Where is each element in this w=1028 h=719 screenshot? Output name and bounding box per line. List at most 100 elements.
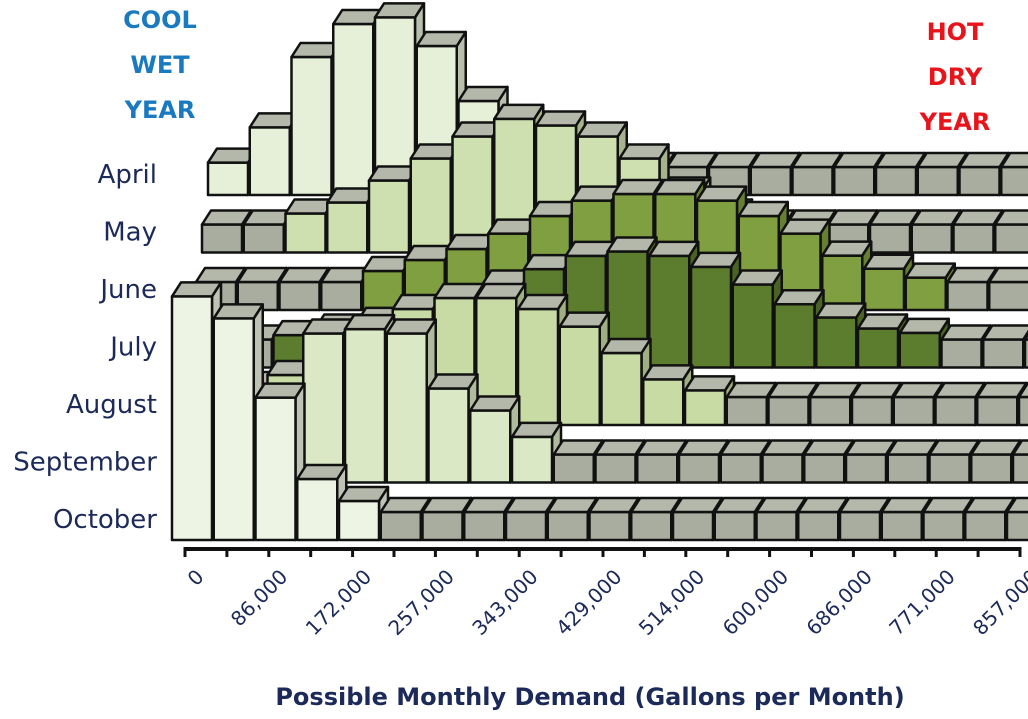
row-label: June [98, 275, 157, 305]
bar-front [463, 510, 506, 542]
bar-top [516, 293, 569, 311]
bar-front [916, 165, 959, 197]
bar [296, 463, 348, 542]
bar-front [928, 453, 971, 484]
bar-top [594, 439, 646, 456]
x-tick-label: 343,000 [467, 565, 542, 640]
bar-top [856, 313, 909, 330]
bar-front [546, 510, 589, 542]
bar-top [606, 236, 658, 253]
bar-top [427, 373, 479, 390]
bar-front [1023, 338, 1028, 369]
bar-front [326, 201, 369, 254]
bar-top [892, 381, 944, 399]
bar-front [773, 303, 816, 369]
bar-front [594, 453, 637, 484]
bar-top [671, 496, 724, 514]
bar-top [731, 269, 783, 286]
x-axis-title: Possible Monthly Demand (Gallons per Mon… [275, 683, 904, 711]
bar-front [212, 317, 255, 542]
bar-front [242, 223, 285, 254]
bar-top [904, 262, 956, 279]
bar-top [588, 496, 640, 514]
bar-front [886, 453, 929, 484]
bar-front [296, 477, 339, 542]
bar-front [552, 453, 595, 484]
bar-top [868, 209, 921, 226]
bar-top [976, 381, 1028, 399]
bar-top [618, 143, 670, 160]
bar-front [892, 395, 935, 427]
bar-top [910, 209, 962, 226]
bar-front [671, 510, 715, 542]
bar-front [850, 395, 894, 427]
bar-top [707, 151, 760, 169]
bar-front [677, 453, 721, 484]
bar-front [516, 307, 560, 427]
bar-front [719, 453, 762, 484]
bar-top [648, 240, 700, 258]
bar-front [934, 395, 977, 427]
x-tick-label: 686,000 [801, 565, 876, 640]
bar [791, 151, 843, 197]
bar-front [862, 267, 906, 312]
bar-front [248, 126, 291, 197]
bar [630, 496, 682, 542]
bar-top [1011, 439, 1028, 456]
bar-top [666, 151, 718, 169]
bar-top [838, 496, 891, 514]
row-label: August [66, 390, 157, 420]
bar-front [1005, 510, 1028, 542]
bar-front [749, 165, 792, 197]
bar-top [862, 253, 915, 271]
bar-front [385, 332, 428, 484]
bar-front [343, 327, 387, 484]
bar-top [415, 30, 467, 48]
bar-front [815, 316, 858, 369]
bar-top [928, 439, 980, 456]
bar-top [552, 439, 604, 456]
x-tick-label: 257,000 [383, 565, 458, 640]
bar-top [809, 381, 861, 399]
bar [642, 364, 694, 427]
bar-top [677, 439, 730, 456]
bar-top [934, 381, 986, 399]
bar-front [332, 22, 375, 197]
bar-top [278, 266, 330, 284]
bar-top [827, 209, 879, 226]
bar-top [725, 381, 777, 399]
bar-top [988, 266, 1028, 284]
bar-top [194, 266, 247, 284]
bar-top [463, 496, 515, 514]
bar-front [409, 157, 452, 254]
x-tick-label: 0 [183, 565, 209, 591]
bar-top [421, 496, 473, 514]
bar-front [833, 165, 876, 197]
bar-front [856, 327, 900, 369]
row-label: July [108, 333, 157, 363]
bar-top [779, 218, 831, 235]
bar-front [922, 510, 965, 542]
bar-top [689, 251, 742, 269]
bar-top [504, 496, 557, 514]
bar-front [838, 510, 882, 542]
bar-top [970, 439, 1022, 456]
bar-front [588, 510, 631, 542]
bar-top [683, 375, 736, 392]
bar-top [433, 282, 485, 300]
bar-top [654, 178, 706, 196]
bar-top [940, 324, 992, 341]
bar-front [1000, 165, 1028, 197]
bar-top [755, 496, 807, 514]
bar-front [809, 395, 852, 427]
bar-top [773, 289, 825, 306]
x-tick-label: 857,000 [968, 565, 1028, 640]
bar-front [803, 453, 846, 484]
bar-top [475, 282, 527, 300]
bar-front [206, 161, 250, 197]
bar-top [642, 364, 694, 381]
bar-front [946, 280, 989, 312]
x-tick-label: 771,000 [884, 565, 959, 640]
bar-front [683, 389, 727, 427]
x-tick-label: 86,000 [226, 565, 292, 631]
